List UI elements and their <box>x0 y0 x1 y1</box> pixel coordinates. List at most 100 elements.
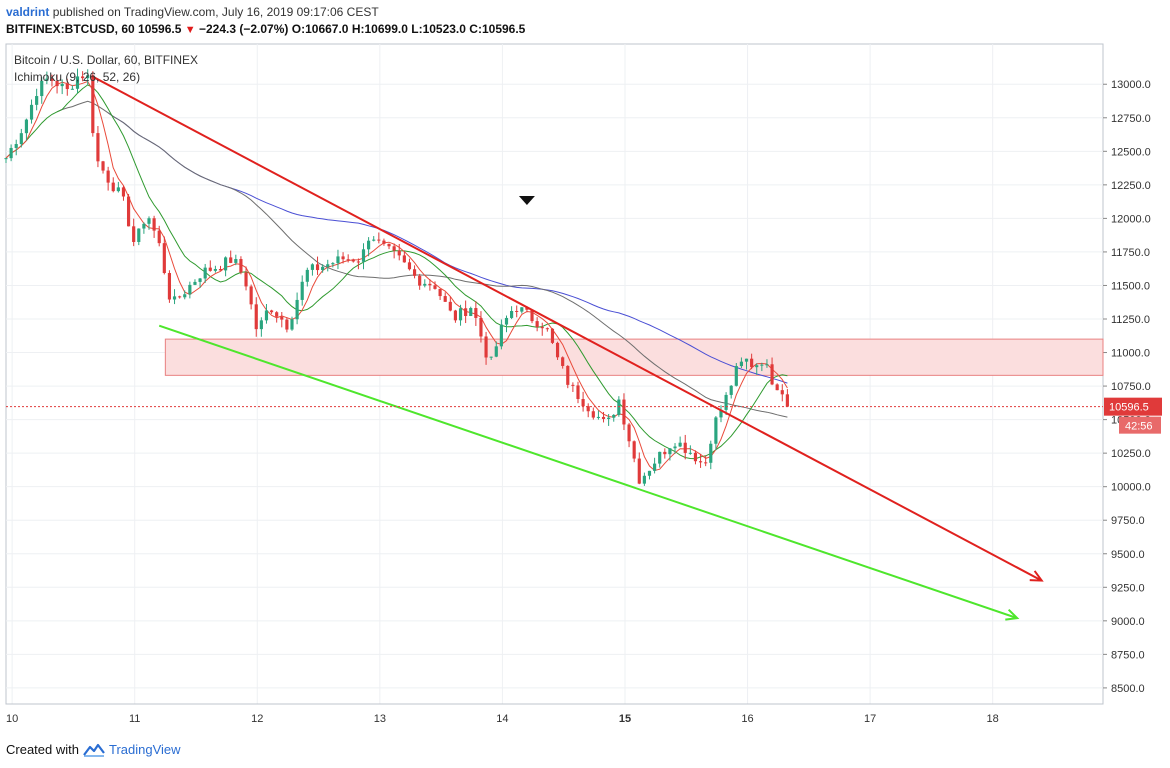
y-tick-label: 11750.0 <box>1111 247 1150 259</box>
y-tick-label: 11250.0 <box>1111 314 1150 326</box>
candle <box>760 364 764 366</box>
candle <box>372 239 376 241</box>
candle <box>96 133 100 162</box>
candle <box>310 264 315 270</box>
candle <box>321 266 325 271</box>
candle <box>269 310 274 313</box>
ma-gray-line <box>56 100 788 418</box>
open-label: O: <box>291 22 306 36</box>
candle <box>249 286 253 305</box>
price-label: 10596.5 <box>1109 402 1149 414</box>
candle <box>617 399 621 415</box>
candle <box>704 462 708 464</box>
candle <box>218 269 223 271</box>
candle <box>387 243 391 247</box>
candle <box>239 259 243 273</box>
candle <box>86 75 90 79</box>
candle <box>336 256 340 264</box>
candle <box>453 310 458 321</box>
candle <box>367 240 371 250</box>
candle <box>172 296 177 300</box>
x-tick-label: 16 <box>741 713 753 725</box>
candle <box>550 328 555 343</box>
y-tick-label: 11500.0 <box>1111 280 1150 292</box>
x-tick-label: 17 <box>864 713 876 725</box>
x-tick-label: 11 <box>129 713 140 725</box>
candle <box>775 384 779 391</box>
candle <box>555 342 560 358</box>
candle <box>275 312 279 317</box>
candle <box>402 255 406 263</box>
candle <box>709 443 713 463</box>
candle <box>101 161 105 171</box>
publish-info: published on TradingView.com, July 16, 2… <box>52 5 379 19</box>
high-value: 10699.0 <box>364 22 408 36</box>
candle <box>586 406 590 412</box>
candle <box>423 283 427 286</box>
tradingview-logo-icon <box>83 743 105 757</box>
candle <box>208 267 212 271</box>
candle <box>341 256 345 260</box>
price-chart[interactable]: 8500.0 8750.0 9000.0 9250.0 9500.0 9750.0 1000… <box>0 0 1170 740</box>
candle <box>285 319 289 330</box>
candle <box>188 284 192 295</box>
candle <box>744 358 749 362</box>
candle <box>504 317 509 325</box>
candle <box>607 417 611 419</box>
candle <box>520 307 524 312</box>
candle <box>484 336 488 358</box>
candle <box>612 414 616 418</box>
candle <box>300 281 304 300</box>
x-tick-label: 12 <box>251 713 263 725</box>
candle <box>331 263 335 265</box>
candle <box>351 259 355 262</box>
candle <box>653 463 657 471</box>
candle <box>525 307 529 310</box>
candle <box>280 316 284 320</box>
close-label: C: <box>469 22 482 36</box>
high-label: H: <box>351 22 365 36</box>
candle <box>407 262 412 270</box>
y-tick-label: 8750.0 <box>1111 649 1145 661</box>
price-label-box <box>1104 397 1162 416</box>
change-value: −224.3 (−2.07%) <box>199 22 289 36</box>
candle <box>254 304 258 330</box>
candle <box>591 411 595 418</box>
candle <box>663 451 667 455</box>
candle <box>698 461 703 463</box>
created-with-label: Created with <box>6 742 79 757</box>
candle <box>724 394 728 410</box>
candles <box>4 68 789 486</box>
support-trendline-arrowhead <box>1005 609 1020 621</box>
candle <box>397 250 401 256</box>
candle <box>193 281 197 285</box>
candle <box>70 88 74 90</box>
candle <box>264 310 269 321</box>
y-tick-label: 10000.0 <box>1111 482 1151 494</box>
countdown-label: 42:56 <box>1125 421 1153 433</box>
y-tick-label: 10250.0 <box>1111 448 1151 460</box>
candle <box>668 448 672 455</box>
tradingview-brand[interactable]: TradingView <box>108 742 181 757</box>
y-tick-label: 12500.0 <box>1111 146 1151 158</box>
candle <box>203 267 207 279</box>
x-tick-label: 10 <box>6 713 18 725</box>
candle <box>678 442 682 447</box>
candle <box>545 328 549 330</box>
author-name[interactable]: valdrint <box>6 5 50 19</box>
candle <box>157 230 161 244</box>
symbol-label: BITFINEX:BTCUSD, 60 <box>6 22 135 36</box>
symbol-info-line: BITFINEX:BTCUSD, 60 10596.5 ▼ −224.3 (−2… <box>6 22 525 36</box>
candle <box>19 133 23 145</box>
candle <box>290 319 294 330</box>
candle <box>65 83 69 90</box>
candle <box>642 475 646 484</box>
candle <box>45 78 49 81</box>
candle <box>40 80 44 97</box>
candle <box>755 365 759 368</box>
low-value: 10523.0 <box>422 22 466 36</box>
candle <box>111 182 115 192</box>
candle <box>295 299 299 320</box>
candle <box>474 308 478 318</box>
candle <box>4 158 8 160</box>
